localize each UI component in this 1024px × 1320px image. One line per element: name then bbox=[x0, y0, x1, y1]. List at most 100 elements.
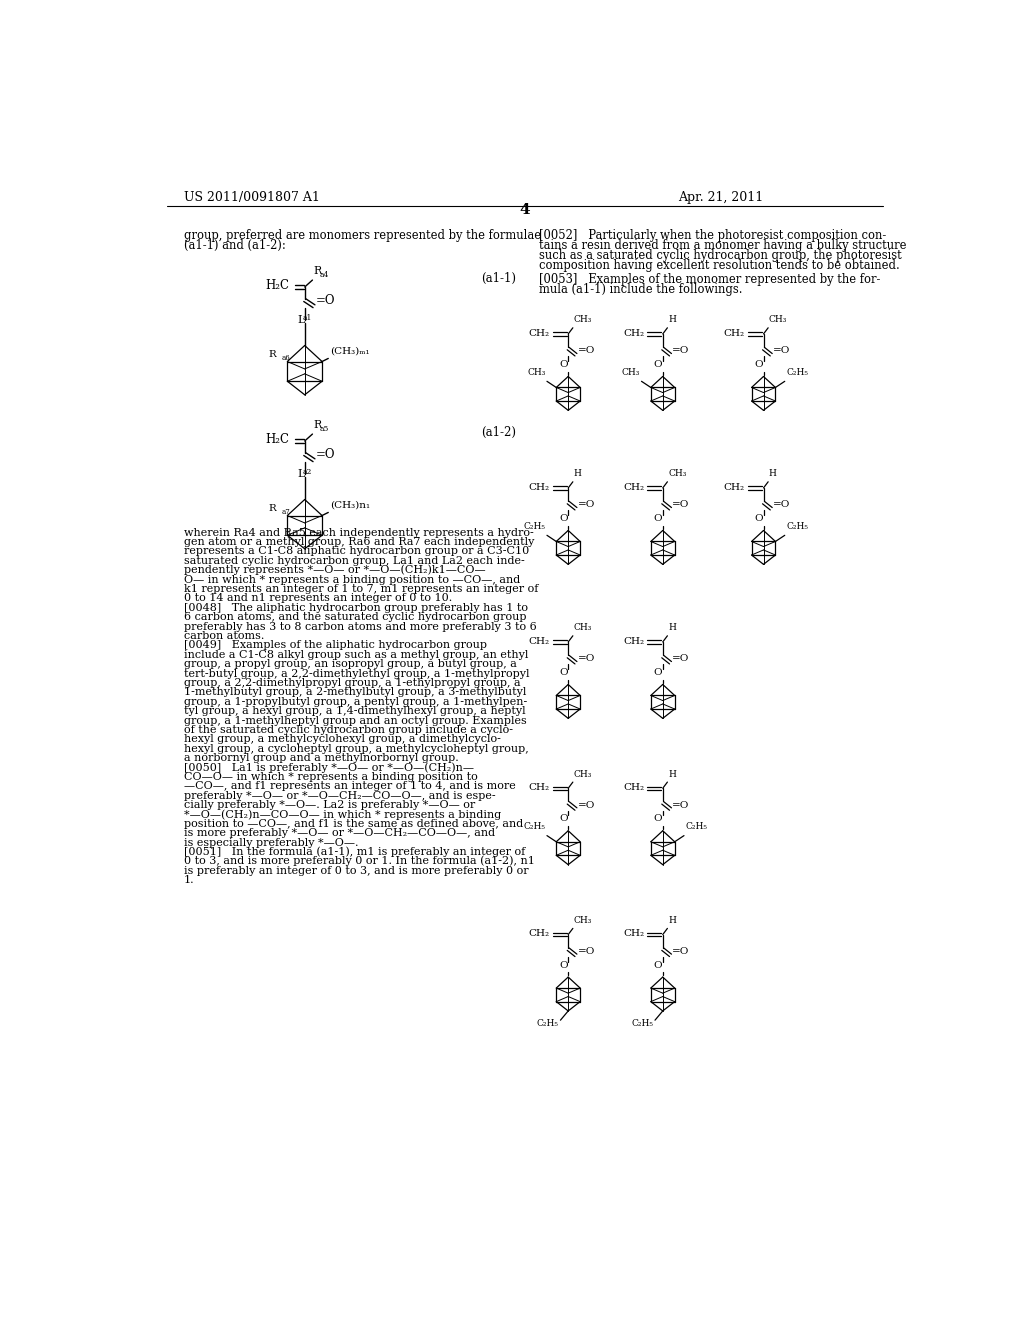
Text: L: L bbox=[297, 469, 304, 479]
Text: CH₃: CH₃ bbox=[527, 368, 546, 378]
Text: hexyl group, a methylcyclohexyl group, a dimethylcyclo-: hexyl group, a methylcyclohexyl group, a… bbox=[183, 734, 501, 744]
Text: O: O bbox=[559, 668, 568, 677]
Text: =O: =O bbox=[672, 500, 689, 510]
Text: O: O bbox=[653, 814, 663, 824]
Text: H: H bbox=[669, 315, 676, 325]
Text: =O: =O bbox=[672, 655, 689, 663]
Text: mula (a1-1) include the followings.: mula (a1-1) include the followings. bbox=[539, 284, 742, 296]
Text: O— in which * represents a binding position to —CO—, and: O— in which * represents a binding posit… bbox=[183, 574, 520, 585]
Text: a norbornyl group and a methylnorbornyl group.: a norbornyl group and a methylnorbornyl … bbox=[183, 754, 459, 763]
Text: CH₂: CH₂ bbox=[623, 483, 644, 491]
Text: CO—O— in which * represents a binding position to: CO—O— in which * represents a binding po… bbox=[183, 772, 477, 781]
Text: H: H bbox=[669, 623, 676, 632]
Text: O: O bbox=[653, 360, 663, 370]
Text: 1-methylbutyl group, a 2-methylbutyl group, a 3-methylbutyl: 1-methylbutyl group, a 2-methylbutyl gro… bbox=[183, 688, 526, 697]
Text: CH₂: CH₂ bbox=[528, 636, 550, 645]
Text: is especially preferably *—O—.: is especially preferably *—O—. bbox=[183, 838, 358, 847]
Text: O: O bbox=[653, 961, 663, 970]
Text: H₂C: H₂C bbox=[265, 433, 289, 446]
Text: k1 represents an integer of 1 to 7, m1 represents an integer of: k1 represents an integer of 1 to 7, m1 r… bbox=[183, 583, 539, 594]
Text: CH₃: CH₃ bbox=[669, 470, 686, 478]
Text: saturated cyclic hydrocarbon group, La1 and La2 each inde-: saturated cyclic hydrocarbon group, La1 … bbox=[183, 556, 524, 566]
Text: such as a saturated cyclic hydrocarbon group, the photoresist: such as a saturated cyclic hydrocarbon g… bbox=[539, 249, 901, 263]
Text: US 2011/0091807 A1: US 2011/0091807 A1 bbox=[183, 191, 319, 203]
Text: group, a 1-propylbutyl group, a pentyl group, a 1-methylpen-: group, a 1-propylbutyl group, a pentyl g… bbox=[183, 697, 527, 706]
Text: 4: 4 bbox=[519, 203, 530, 216]
Text: a6: a6 bbox=[282, 354, 290, 362]
Text: CH₃: CH₃ bbox=[769, 315, 787, 325]
Text: wherein Ra4 and Ra5 each independently represents a hydro-: wherein Ra4 and Ra5 each independently r… bbox=[183, 528, 534, 537]
Text: CH₂: CH₂ bbox=[528, 483, 550, 491]
Text: O: O bbox=[559, 961, 568, 970]
Text: —CO—, and f1 represents an integer of 1 to 4, and is more: —CO—, and f1 represents an integer of 1 … bbox=[183, 781, 515, 791]
Text: C₂H₅: C₂H₅ bbox=[685, 822, 708, 832]
Text: include a C1-C8 alkyl group such as a methyl group, an ethyl: include a C1-C8 alkyl group such as a me… bbox=[183, 649, 528, 660]
Text: O: O bbox=[559, 360, 568, 370]
Text: H: H bbox=[769, 470, 777, 478]
Text: C₂H₅: C₂H₅ bbox=[786, 523, 808, 531]
Text: C₂H₅: C₂H₅ bbox=[632, 1019, 653, 1028]
Text: [0053]   Examples of the monomer represented by the for-: [0053] Examples of the monomer represent… bbox=[539, 273, 880, 286]
Text: tert-butyl group, a 2,2-dimethylethyl group, a 1-methylpropyl: tert-butyl group, a 2,2-dimethylethyl gr… bbox=[183, 669, 529, 678]
Text: R: R bbox=[268, 504, 276, 513]
Text: R: R bbox=[313, 420, 322, 430]
Text: C₂H₅: C₂H₅ bbox=[537, 1019, 559, 1028]
Text: O: O bbox=[755, 360, 763, 370]
Text: preferably *—O— or *—O—CH₂—CO—O—, and is espe-: preferably *—O— or *—O—CH₂—CO—O—, and is… bbox=[183, 791, 496, 801]
Text: L: L bbox=[297, 315, 304, 325]
Text: (a1-1): (a1-1) bbox=[480, 272, 516, 285]
Text: =O: =O bbox=[578, 655, 595, 663]
Text: O: O bbox=[559, 814, 568, 824]
Text: [0049]   Examples of the aliphatic hydrocarbon group: [0049] Examples of the aliphatic hydroca… bbox=[183, 640, 486, 651]
Text: CH₃: CH₃ bbox=[573, 770, 592, 779]
Text: is more preferably *—O— or *—O—CH₂—CO—O—, and: is more preferably *—O— or *—O—CH₂—CO—O—… bbox=[183, 829, 495, 838]
Text: CH₂: CH₂ bbox=[623, 636, 644, 645]
Text: (a1-2): (a1-2) bbox=[480, 425, 516, 438]
Text: 1.: 1. bbox=[183, 875, 195, 886]
Text: group, a propyl group, an isopropyl group, a butyl group, a: group, a propyl group, an isopropyl grou… bbox=[183, 659, 517, 669]
Text: C₂H₅: C₂H₅ bbox=[523, 523, 546, 531]
Text: a2: a2 bbox=[302, 469, 311, 477]
Text: position to —CO—, and f1 is the same as defined above, and: position to —CO—, and f1 is the same as … bbox=[183, 818, 523, 829]
Text: O: O bbox=[755, 513, 763, 523]
Text: CH₂: CH₂ bbox=[623, 329, 644, 338]
Text: =O: =O bbox=[578, 500, 595, 510]
Text: group, preferred are monomers represented by the formulae: group, preferred are monomers represente… bbox=[183, 230, 541, 243]
Text: CH₂: CH₂ bbox=[623, 783, 644, 792]
Text: CH₂: CH₂ bbox=[623, 929, 644, 939]
Text: *—O—(CH₂)n—CO—O— in which * represents a binding: *—O—(CH₂)n—CO—O— in which * represents a… bbox=[183, 809, 501, 820]
Text: =O: =O bbox=[773, 346, 791, 355]
Text: C₂H₅: C₂H₅ bbox=[523, 822, 546, 832]
Text: CH₂: CH₂ bbox=[724, 329, 744, 338]
Text: (a1-1) and (a1-2):: (a1-1) and (a1-2): bbox=[183, 239, 286, 252]
Text: a7: a7 bbox=[282, 508, 290, 516]
Text: =O: =O bbox=[578, 946, 595, 956]
Text: [0052]   Particularly when the photoresist composition con-: [0052] Particularly when the photoresist… bbox=[539, 230, 886, 243]
Text: CH₂: CH₂ bbox=[724, 483, 744, 491]
Text: H: H bbox=[669, 916, 676, 925]
Text: (CH₃)n₁: (CH₃)n₁ bbox=[330, 500, 370, 510]
Text: CH₃: CH₃ bbox=[573, 916, 592, 925]
Text: gen atom or a methyl group, Ra6 and Ra7 each independently: gen atom or a methyl group, Ra6 and Ra7 … bbox=[183, 537, 535, 546]
Text: of the saturated cyclic hydrocarbon group include a cyclo-: of the saturated cyclic hydrocarbon grou… bbox=[183, 725, 513, 735]
Text: O: O bbox=[559, 513, 568, 523]
Text: group, a 2,2-dimethylpropyl group, a 1-ethylpropyl group, a: group, a 2,2-dimethylpropyl group, a 1-e… bbox=[183, 678, 520, 688]
Text: =O: =O bbox=[672, 946, 689, 956]
Text: CH₂: CH₂ bbox=[528, 783, 550, 792]
Text: H₂C: H₂C bbox=[265, 280, 289, 292]
Text: 0 to 14 and n1 represents an integer of 0 to 10.: 0 to 14 and n1 represents an integer of … bbox=[183, 594, 452, 603]
Text: composition having excellent resolution tends to be obtained.: composition having excellent resolution … bbox=[539, 259, 899, 272]
Text: O: O bbox=[653, 668, 663, 677]
Text: CH₂: CH₂ bbox=[528, 329, 550, 338]
Text: 6 carbon atoms, and the saturated cyclic hydrocarbon group: 6 carbon atoms, and the saturated cyclic… bbox=[183, 612, 526, 622]
Text: tyl group, a hexyl group, a 1,4-dimethylhexyl group, a heptyl: tyl group, a hexyl group, a 1,4-dimethyl… bbox=[183, 706, 525, 717]
Text: represents a C1-C8 aliphatic hydrocarbon group or a C3-C10: represents a C1-C8 aliphatic hydrocarbon… bbox=[183, 546, 529, 557]
Text: hexyl group, a cycloheptyl group, a methylcycloheptyl group,: hexyl group, a cycloheptyl group, a meth… bbox=[183, 743, 528, 754]
Text: Apr. 21, 2011: Apr. 21, 2011 bbox=[678, 191, 764, 203]
Text: =O: =O bbox=[672, 346, 689, 355]
Text: =O: =O bbox=[578, 346, 595, 355]
Text: (CH₃)ₘ₁: (CH₃)ₘ₁ bbox=[330, 347, 370, 356]
Text: tains a resin derived from a monomer having a bulky structure: tains a resin derived from a monomer hav… bbox=[539, 239, 906, 252]
Text: =O: =O bbox=[578, 800, 595, 809]
Text: [0051]   In the formula (a1-1), m1 is preferably an integer of: [0051] In the formula (a1-1), m1 is pref… bbox=[183, 846, 525, 857]
